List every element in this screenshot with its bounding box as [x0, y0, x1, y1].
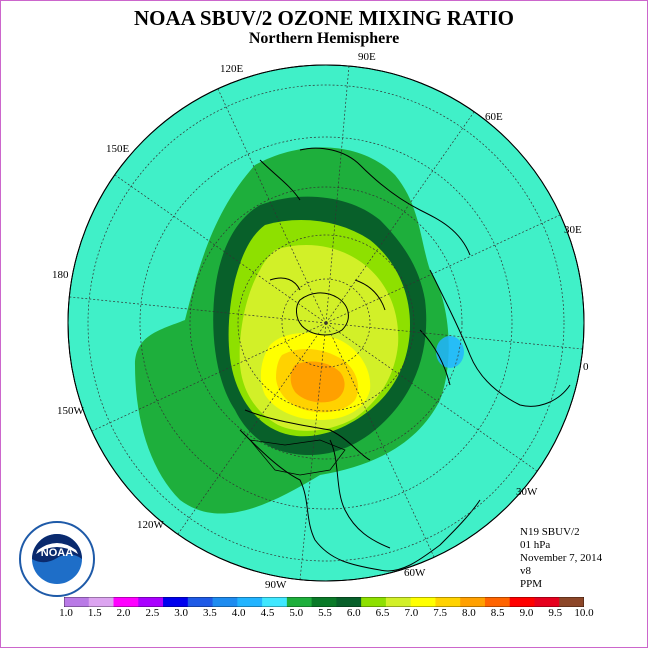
lon-label-180: 180 — [52, 269, 69, 281]
colorbar-tick-label: 3.0 — [174, 607, 188, 619]
lon-label-0: 0 — [583, 361, 589, 373]
colorbar-tick-label: 8.5 — [490, 607, 505, 619]
colorbar-swatch — [138, 597, 164, 607]
logo-text: NOAA — [41, 547, 73, 559]
colorbar-swatch — [361, 597, 387, 607]
colorbar-tick-label: 6.5 — [375, 607, 390, 619]
colorbar-ticks: 1.0 1.5 2.0 2.5 3.0 3.5 4.0 4.5 5.0 5.5 6.0 6.5 7.0 7… — [0, 607, 648, 621]
colorbar-swatch — [237, 597, 263, 607]
colorbar-tick-label: 7.5 — [433, 607, 447, 619]
units-label: PPM — [520, 578, 543, 590]
colorbar-tick-label: 1.0 — [59, 607, 73, 619]
date-label: November 7, 2014 — [520, 552, 603, 564]
colorbar-swatch — [460, 597, 486, 607]
lon-label-150W: 150W — [57, 405, 85, 417]
colorbar-tick-label: 6.0 — [346, 607, 361, 619]
lon-label-60E: 60E — [485, 111, 503, 123]
colorbar-swatch — [88, 597, 115, 607]
colorbar-swatch — [435, 597, 461, 607]
colorbar-tick-label: 9.5 — [548, 607, 563, 619]
colorbar — [64, 597, 584, 607]
colorbar-swatch — [509, 597, 535, 607]
colorbar-swatch — [336, 597, 362, 607]
colorbar-swatch — [212, 597, 238, 607]
colorbar-tick-label: 7.0 — [404, 607, 419, 619]
version-label: v8 — [520, 565, 531, 577]
lon-label-90E: 90E — [358, 51, 376, 63]
metadata-block: N19 SBUV/2 01 hPa November 7, 2014 v8 PP… — [520, 526, 602, 591]
colorbar-swatch — [311, 597, 337, 607]
meridians — [69, 65, 583, 581]
latitude-circles — [87, 84, 565, 562]
instrument-label: N19 SBUV/2 — [520, 526, 580, 538]
chart-subtitle: Northern Hemisphere — [248, 30, 400, 47]
colorbar-tick-label: 4.0 — [231, 607, 246, 619]
colorbar-tick-label: 3.5 — [203, 607, 217, 619]
lon-label-120E: 120E — [220, 63, 244, 75]
colorbar-swatch — [559, 597, 584, 607]
colorbar-tick-label: 1.5 — [87, 607, 102, 619]
colorbar-tick-label: 2.5 — [145, 607, 160, 619]
colorbar-tick-label: 10.0 — [574, 607, 594, 619]
lon-label-120W: 120W — [137, 519, 165, 531]
coastlines — [239, 147, 571, 572]
colorbar-tick-label: 5.5 — [318, 607, 332, 619]
contour-8.5 — [290, 361, 345, 403]
colorbar-swatch — [484, 597, 511, 607]
colorbar-swatch — [410, 597, 436, 607]
colorbar-tick-label: 5.0 — [289, 607, 304, 619]
lon-label-60W: 60W — [404, 567, 426, 579]
colorbar-swatch — [534, 597, 560, 607]
contour-4.5-low — [436, 336, 464, 368]
colorbar-swatch — [163, 597, 189, 607]
lon-label-90W: 90W — [265, 579, 287, 591]
colorbar-swatch — [64, 597, 90, 607]
colorbar-swatch — [286, 597, 313, 607]
colorbar-swatch — [262, 597, 288, 607]
chart-title: NOAA SBUV/2 OZONE MIXING RATIO — [134, 6, 514, 30]
lon-label-30W: 30W — [516, 486, 538, 498]
noaa-logo-icon: NOAA — [19, 521, 95, 597]
ozone-field — [69, 65, 583, 581]
pressure-label: 01 hPa — [520, 539, 551, 551]
colorbar-swatch — [385, 597, 412, 607]
colorbar-tick-label: 4.5 — [260, 607, 275, 619]
colorbar-tick-label: 2.0 — [116, 607, 131, 619]
lon-label-30E: 30E — [564, 224, 582, 236]
colorbar-swatch — [113, 597, 139, 607]
colorbar-tick-label: 9.0 — [519, 607, 534, 619]
lon-label-150E: 150E — [106, 143, 130, 155]
colorbar-swatch — [187, 597, 214, 607]
colorbar-tick-label: 8.0 — [462, 607, 476, 619]
